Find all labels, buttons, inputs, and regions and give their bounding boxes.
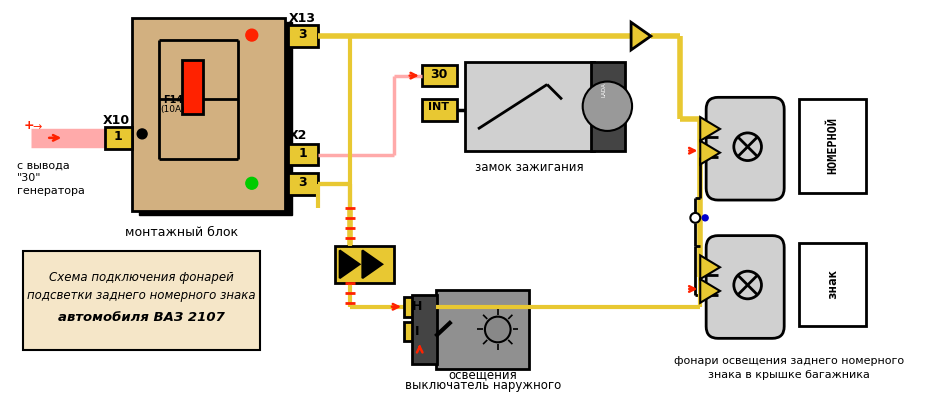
Circle shape: [690, 213, 701, 223]
Text: 3: 3: [299, 28, 307, 41]
Polygon shape: [701, 256, 720, 279]
Bar: [288, 173, 318, 195]
Text: подсветки заднего номерного знака: подсветки заднего номерного знака: [27, 289, 256, 302]
Bar: [139, 22, 292, 215]
Polygon shape: [701, 117, 720, 141]
Text: 1: 1: [114, 130, 122, 143]
Circle shape: [137, 129, 147, 139]
Text: (10A): (10A): [160, 105, 185, 114]
Bar: [288, 25, 318, 47]
Circle shape: [246, 29, 258, 41]
Text: монтажный блок: монтажный блок: [125, 226, 238, 239]
Text: Х10: Х10: [103, 114, 130, 127]
Bar: [404, 297, 436, 317]
Polygon shape: [631, 22, 651, 50]
Text: LADA: LADA: [602, 83, 607, 97]
Polygon shape: [701, 279, 720, 303]
Circle shape: [246, 177, 258, 189]
Bar: [799, 99, 866, 193]
Bar: [436, 290, 529, 369]
Bar: [422, 99, 457, 121]
Bar: [411, 295, 437, 364]
Text: "30": "30": [17, 173, 41, 183]
Bar: [335, 246, 394, 283]
Bar: [22, 252, 259, 350]
Text: 30: 30: [430, 68, 448, 81]
Text: Х13: Х13: [288, 12, 315, 25]
Text: выключатель наружного: выключатель наружного: [405, 379, 561, 392]
Circle shape: [703, 215, 708, 221]
Text: знак: знак: [826, 269, 839, 299]
Circle shape: [583, 81, 632, 131]
Text: I: I: [415, 325, 419, 337]
Polygon shape: [362, 250, 383, 278]
Text: 1: 1: [299, 147, 307, 160]
Bar: [422, 65, 457, 87]
Text: освещения: освещения: [449, 368, 517, 381]
Text: знака в крышке багажника: знака в крышке багажника: [708, 370, 870, 380]
Bar: [132, 18, 285, 211]
Bar: [404, 322, 436, 341]
Text: НОМЕРНОЙ: НОМЕРНОЙ: [826, 117, 839, 174]
Polygon shape: [701, 141, 720, 164]
Bar: [104, 127, 132, 149]
Text: с вывода: с вывода: [17, 160, 69, 171]
Text: фонари освещения заднего номерного: фонари освещения заднего номерного: [674, 356, 904, 366]
Bar: [288, 144, 318, 166]
Bar: [182, 60, 203, 114]
Text: Схема подключения фонарей: Схема подключения фонарей: [49, 271, 233, 284]
Text: →: →: [33, 122, 42, 132]
Text: Х2: Х2: [288, 129, 307, 142]
FancyBboxPatch shape: [706, 97, 785, 200]
Text: H: H: [411, 300, 422, 313]
Circle shape: [485, 317, 510, 342]
Text: замок зажигания: замок зажигания: [475, 160, 584, 173]
Text: автомобиля ВАЗ 2107: автомобиля ВАЗ 2107: [58, 311, 225, 324]
Bar: [466, 62, 593, 150]
FancyBboxPatch shape: [706, 236, 785, 339]
Bar: [591, 62, 625, 150]
Text: генератора: генератора: [17, 186, 85, 196]
Polygon shape: [340, 250, 359, 278]
Text: +: +: [23, 119, 35, 132]
Bar: [799, 243, 866, 327]
Text: INT: INT: [427, 102, 449, 112]
Text: F14: F14: [163, 95, 183, 105]
Text: 3: 3: [299, 176, 307, 189]
